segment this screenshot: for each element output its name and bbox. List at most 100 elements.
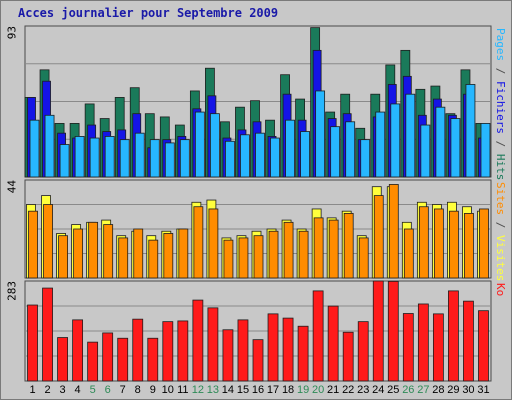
y-max-label-bottom: 283 <box>6 281 19 301</box>
bar-pages <box>104 136 115 178</box>
x-tick-label: 11 <box>177 384 188 396</box>
bar-ko <box>342 331 354 382</box>
x-tick-label: 7 <box>120 384 126 396</box>
x-tick-label: 23 <box>357 384 369 396</box>
bar-ko <box>27 304 38 382</box>
bar-ko <box>132 318 144 382</box>
x-tick-label: 2 <box>44 384 50 396</box>
bar-ko <box>252 339 264 382</box>
bar-pages <box>360 139 371 178</box>
series-label-part: Pages <box>495 28 508 61</box>
bar-pages <box>164 142 175 178</box>
bar-ko <box>312 290 324 382</box>
bar-pages <box>375 111 386 178</box>
bar-ko <box>402 313 414 382</box>
bar-pages <box>345 121 356 178</box>
bar-pages <box>179 139 190 178</box>
bar-pages <box>435 106 446 178</box>
bar-ko <box>177 320 189 382</box>
y-max-label-middle: 44 <box>6 180 19 194</box>
x-tick-label: 16 <box>252 384 264 396</box>
bar-pages <box>420 124 431 178</box>
series-label-part: / <box>495 61 508 81</box>
bar-sites <box>298 230 309 279</box>
panel-middle: 44 Sites / Visites <box>6 179 508 281</box>
bar-sites <box>343 213 354 279</box>
x-tick-label: 19 <box>297 384 309 396</box>
bar-pages <box>240 134 250 178</box>
bar-pages <box>134 132 145 178</box>
x-tick-label: 5 <box>90 384 96 396</box>
bar-pages <box>315 90 326 178</box>
x-tick-label: 12 <box>192 384 204 396</box>
x-tick-label: 9 <box>150 384 156 396</box>
bar-pages <box>194 111 205 178</box>
x-tick-label: 24 <box>372 384 384 396</box>
x-tick-label: 4 <box>75 384 81 396</box>
x-tick-label: 30 <box>462 384 474 396</box>
series-label-bottom: Ko <box>495 283 508 296</box>
bar-ko <box>432 313 444 382</box>
bar-sites <box>388 184 399 279</box>
bar-pages <box>89 137 100 178</box>
chart-title: Acces journalier pour Septembre 2009 <box>18 6 279 20</box>
bar-sites <box>208 208 219 279</box>
bar-pages <box>330 126 341 178</box>
x-tick-label: 21 <box>327 384 339 396</box>
bar-pages <box>300 131 310 178</box>
bar-ko <box>448 290 459 382</box>
bar-ko <box>102 332 114 382</box>
x-tick-label: 15 <box>237 384 249 396</box>
x-tick-label: 1 <box>29 384 35 396</box>
series-label-middle: Sites / Visites <box>495 182 508 281</box>
bar-ko <box>237 319 249 382</box>
bar-pages <box>225 140 235 178</box>
bar-ko <box>463 300 474 382</box>
bar-pages <box>119 139 130 178</box>
bar-sites <box>118 237 129 279</box>
bar-pages <box>390 103 401 178</box>
bar-ko <box>478 310 489 382</box>
bar-sites <box>103 224 114 279</box>
x-tick-label: 14 <box>222 384 234 396</box>
bar-sites <box>283 221 294 279</box>
bar-sites <box>178 228 189 279</box>
bar-pages <box>285 119 295 178</box>
series-label-part: / <box>495 134 508 154</box>
bar-pages <box>270 137 280 178</box>
x-tick-label: 28 <box>432 384 444 396</box>
bar-ko <box>117 337 129 382</box>
bar-sites <box>193 206 204 279</box>
bar-pages <box>44 114 55 178</box>
bar-pages <box>465 84 476 178</box>
bar-sites <box>148 239 159 279</box>
bar-pages <box>255 132 265 178</box>
bar-ko <box>417 303 429 382</box>
series-label-part: Visites <box>495 235 508 281</box>
bar-ko <box>57 337 68 382</box>
bar-sites <box>253 235 264 279</box>
bar-sites <box>28 210 38 279</box>
x-tick-label: 18 <box>282 384 294 396</box>
x-tick-label: 27 <box>417 384 429 396</box>
bar-sites <box>449 210 459 279</box>
bar-sites <box>238 237 249 279</box>
bar-sites <box>223 239 234 279</box>
y-max-label-top: 93 <box>6 26 19 39</box>
bar-ko <box>267 313 279 382</box>
series-label-part: Fichiers <box>495 81 508 134</box>
panel-top: 93 Pages / Fichiers / Hits <box>6 25 508 181</box>
x-tick-label: 25 <box>387 384 399 396</box>
series-label-part: / <box>495 215 508 235</box>
bar-sites <box>479 208 489 279</box>
series-label-part: Sites <box>495 182 508 215</box>
x-tick-label: 20 <box>312 384 324 396</box>
bar-ko <box>327 305 339 382</box>
series-label-part: Ko <box>495 283 508 296</box>
bar-ko <box>147 337 159 382</box>
bar-sites <box>58 235 68 279</box>
bar-pages <box>480 123 491 178</box>
bar-sites <box>373 195 384 279</box>
series-label-part: Hits <box>495 154 508 181</box>
x-tick-label: 17 <box>267 384 279 396</box>
